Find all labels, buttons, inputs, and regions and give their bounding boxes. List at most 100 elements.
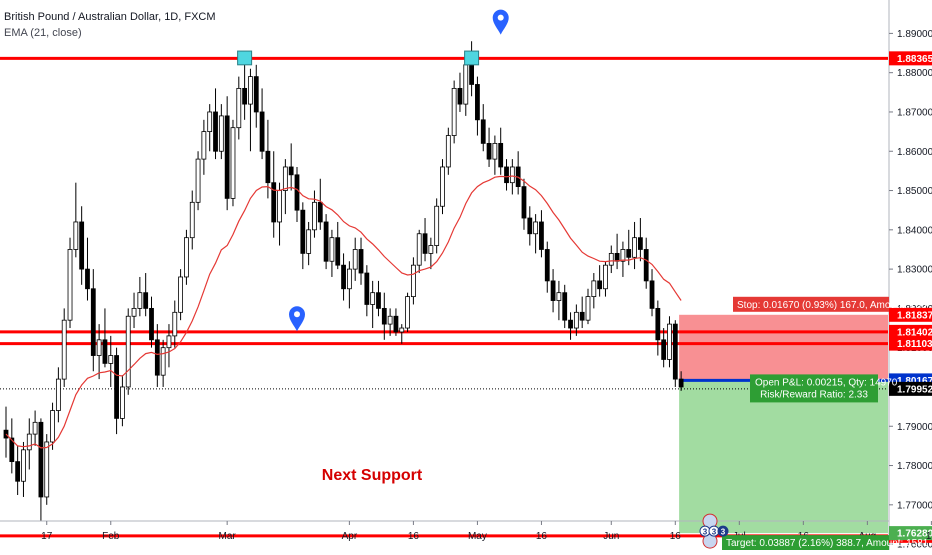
- level-price-tag-0: 1.88365: [897, 54, 932, 65]
- level-price-tag-2: 1.81103: [897, 339, 932, 350]
- candle-body: [463, 64, 469, 105]
- candle-body: [131, 307, 137, 317]
- candle-body: [358, 249, 364, 274]
- candle-body: [67, 249, 73, 321]
- price-tick-label: 1.89000: [897, 29, 932, 40]
- candle-body: [655, 307, 661, 341]
- indicator-label: EMA (21, close): [4, 27, 82, 39]
- candle-body: [539, 221, 544, 250]
- candle-body: [248, 76, 253, 105]
- candle-body: [428, 245, 434, 254]
- candle-body: [527, 217, 533, 235]
- candle-body: [579, 311, 585, 321]
- candle-body: [21, 449, 26, 482]
- candle-body: [207, 111, 213, 133]
- candle-body: [312, 201, 317, 231]
- candle-body: [242, 87, 248, 105]
- price-tick-label: 1.86000: [897, 147, 932, 158]
- candle-body: [504, 166, 509, 184]
- candle-body: [184, 237, 189, 278]
- candle-body: [149, 307, 154, 341]
- candle-body: [387, 315, 393, 325]
- candle-body: [201, 131, 207, 160]
- candle-body: [614, 252, 620, 262]
- candle-body: [90, 288, 96, 356]
- candle-body: [632, 237, 637, 258]
- candle-body: [591, 280, 597, 298]
- price-axis[interactable]: 1.89000 1.88000 1.87000 1.86000 1.85000 1.840…: [888, 0, 932, 551]
- candle-body: [317, 201, 323, 223]
- candle-body: [15, 461, 21, 482]
- candle-body: [381, 307, 387, 325]
- candle-body: [550, 280, 556, 301]
- time-tick-label: May: [468, 531, 487, 542]
- price-tick-label: 1.79000: [897, 422, 932, 433]
- marker-hole: [294, 311, 300, 318]
- pnl-label: Open P&L: 0.00215, Qty: 14970: [755, 377, 898, 388]
- candle-body: [125, 315, 131, 388]
- current-price-tag-bg: [889, 381, 932, 396]
- price-tick-label: 1.77000: [897, 500, 932, 511]
- candle-body: [277, 190, 282, 223]
- candle-body: [102, 339, 108, 364]
- price-tick-label: 1.87000: [897, 107, 932, 118]
- candle-body: [626, 249, 632, 258]
- time-tick-label: 16: [408, 531, 420, 542]
- candle-body: [661, 339, 667, 360]
- ema-line-group: [5, 175, 682, 449]
- candle-body: [469, 64, 475, 85]
- candle-body: [300, 209, 306, 254]
- entry-price-tag: 1.80167: [897, 376, 932, 387]
- candle-body: [585, 296, 591, 321]
- candle-body: [323, 221, 329, 262]
- candle-body: [451, 87, 457, 136]
- candle-body: [620, 249, 626, 262]
- candle-body: [335, 237, 341, 266]
- candle-body: [160, 347, 166, 376]
- marker-pin: [289, 306, 305, 332]
- candle-body: [44, 441, 50, 498]
- annotation-marks: Next Support: [237, 9, 509, 484]
- candle-body: [55, 378, 61, 411]
- candle-body: [445, 135, 451, 168]
- stop-label-bg: [733, 296, 889, 312]
- marker-hole: [497, 14, 504, 21]
- event-count-text: 3: [703, 528, 708, 537]
- candle-body: [667, 323, 672, 360]
- level-price-tag-2-bg: [889, 336, 932, 351]
- candle-body: [38, 421, 44, 498]
- candle-body: [96, 339, 102, 356]
- candle-body: [637, 237, 643, 250]
- price-tick-label: 1.84000: [897, 225, 932, 236]
- candle-body: [306, 229, 312, 254]
- candle-body: [521, 186, 527, 219]
- candle-body: [108, 355, 114, 364]
- candle-body: [26, 433, 32, 451]
- current-price-tag: 1.79952: [897, 384, 932, 395]
- candle-body: [79, 221, 85, 270]
- marker-pin: [492, 9, 509, 35]
- candle-body: [213, 111, 218, 152]
- candle-body: [120, 386, 125, 419]
- time-tick-label: Apr: [342, 531, 358, 542]
- candle-body: [50, 410, 55, 443]
- candle-body: [440, 166, 445, 207]
- position-labels: Stop: 0.01670 (0.93%) 167.0, Amount: 750…: [699, 296, 929, 551]
- candle-body: [544, 249, 550, 282]
- level-price-tag-1-bg: [889, 324, 932, 339]
- candle-body: [597, 280, 603, 290]
- candle-body: [154, 339, 160, 376]
- candle-body: [416, 233, 422, 266]
- symbol-title: British Pound / Australian Dollar, 1D, F…: [4, 11, 216, 23]
- event-count-bubble: [717, 525, 729, 537]
- candle-body: [649, 280, 655, 309]
- level-price-tag-1: 1.81402: [897, 327, 932, 338]
- time-tick-label: 16: [670, 531, 682, 542]
- candle-body: [265, 150, 271, 184]
- candle-body: [486, 142, 492, 160]
- candle-body: [294, 174, 300, 211]
- event-count-text: 3: [721, 528, 726, 537]
- candle-body: [352, 249, 358, 270]
